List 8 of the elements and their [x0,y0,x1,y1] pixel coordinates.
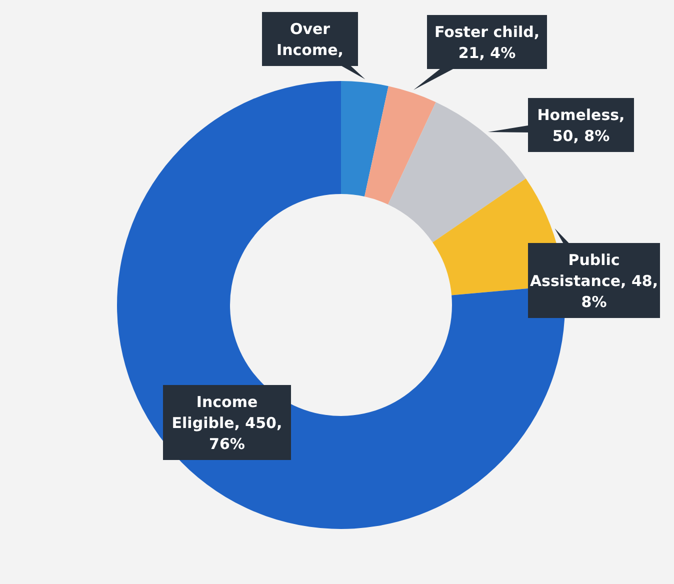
slice-label: Over Income, [276,20,344,59]
slice-label: Income Eligible, 450, 76% [172,393,282,453]
donut-slice [341,81,388,197]
slice-label: Public Assistance, 48, 8% [530,251,658,311]
donut-slice [388,102,526,242]
slice-label: Foster child, 21, 4% [434,23,540,62]
slice-label: Homeless, 50, 8% [537,106,625,145]
donut-slice [364,86,436,204]
